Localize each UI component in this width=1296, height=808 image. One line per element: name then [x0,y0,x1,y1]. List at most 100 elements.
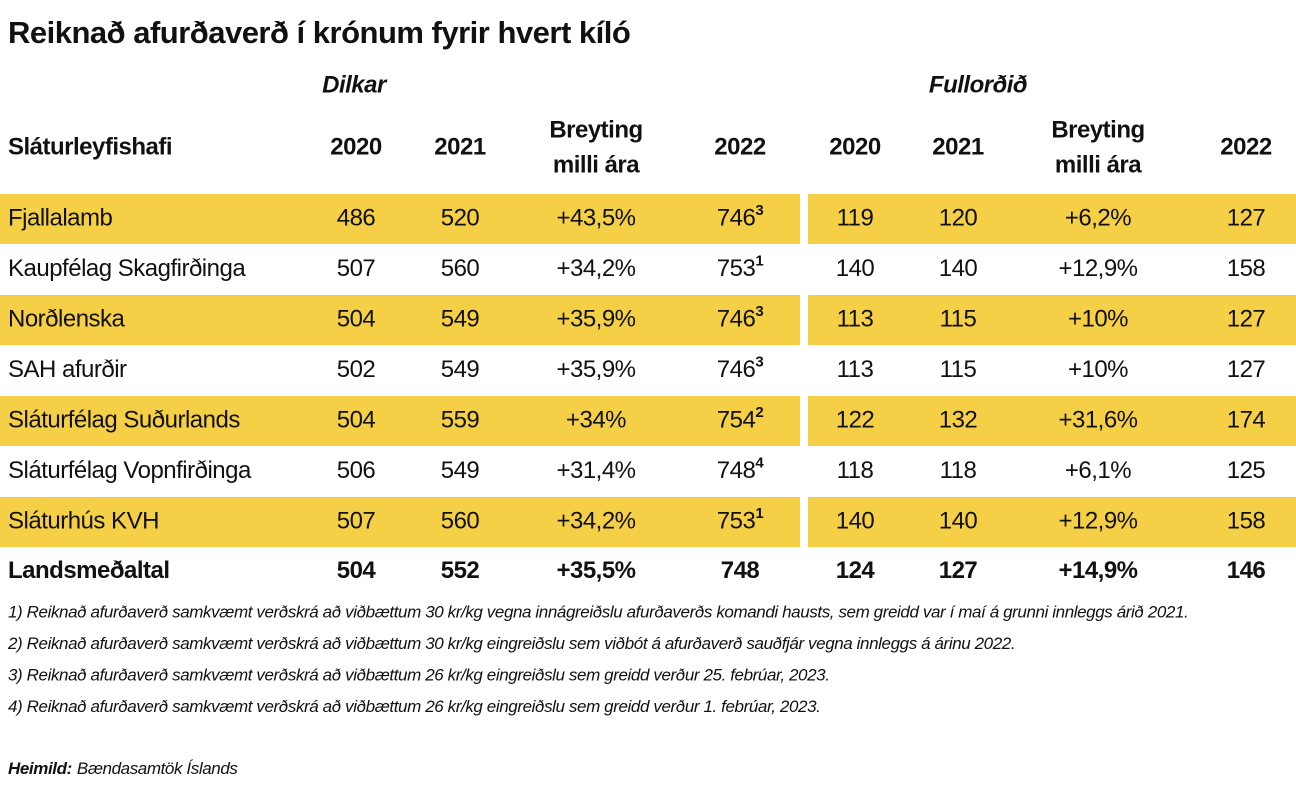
column-header: 2022 [714,133,766,160]
column-header: milli ára [553,151,640,178]
cell: +14,9% [1058,557,1137,584]
footnote: 4) Reiknað afurðaverð samkvæmt verðskrá … [8,697,820,716]
source-label: Heimild: [8,759,72,778]
column-header: 2020 [330,133,382,160]
cell: 174 [1227,406,1266,433]
cell: 118 [837,457,874,484]
cell: 158 [1227,507,1266,534]
cell: 552 [441,557,480,584]
cell: 127 [1227,305,1266,332]
row-name: Sláturhús KVH [8,507,159,534]
cell: 504 [337,406,376,433]
cell: 140 [836,255,875,282]
row-band [808,497,1296,547]
cell: 549 [441,457,480,484]
footnote: 3) Reiknað afurðaverð samkvæmt verðskrá … [8,665,830,684]
cell: 140 [836,507,875,534]
cell: 127 [1227,356,1266,383]
cell: +31,6% [1058,406,1137,433]
row-name: Sláturfélag Vopnfirðinga [8,457,252,484]
column-header: Sláturleyfishafi [8,133,172,160]
cell: +31,4% [556,457,635,484]
footnote-ref: 3 [755,303,763,320]
source: Heimild: Bændasamtök Íslands [8,759,238,778]
cell: 113 [837,305,874,332]
cell: 506 [337,457,376,484]
column-header: 2022 [1220,133,1272,160]
cell: 158 [1227,255,1266,282]
row-name: Sláturfélag Suðurlands [8,406,240,433]
cell: +10% [1068,305,1128,332]
footnote-ref: 3 [755,353,763,370]
row-name: Landsmeðaltal [8,557,170,584]
row-name: SAH afurðir [8,356,127,383]
row-band [0,497,800,547]
row-band [0,194,800,244]
cell: +12,9% [1058,255,1137,282]
cell: 502 [337,356,376,383]
cell: 115 [940,356,977,383]
cell: 7484 [717,454,765,483]
footnote: 1) Reiknað afurðaverð samkvæmt verðskrá … [8,602,1188,621]
row-name: Fjallalamb [8,204,113,231]
cell: +34,2% [556,507,635,534]
cell: 748 [721,557,760,584]
column-header: Breyting [549,116,642,143]
cell: 486 [337,204,376,231]
cell: 115 [940,305,977,332]
title: Reiknað afurðaverð í krónum fyrir hvert … [8,15,630,50]
cell: +6,2% [1065,204,1131,231]
cell: 549 [441,356,480,383]
row-name: Norðlenska [8,305,126,332]
row-band [0,295,800,345]
cell: +35,9% [556,305,635,332]
cell: 122 [836,406,875,433]
row-band [808,396,1296,446]
column-header: 2021 [932,133,984,160]
column-header: Breyting [1051,116,1144,143]
cell: 124 [836,557,876,584]
column-header: 2020 [829,133,881,160]
group-header: Fullorðið [929,71,1027,98]
cell: 127 [939,557,978,584]
column-header: 2021 [434,133,486,160]
cell: +43,5% [556,204,635,231]
cell: 7463 [717,353,764,382]
cell: 140 [939,255,978,282]
cell: +35,5% [556,557,635,584]
cell: +12,9% [1058,507,1137,534]
row-band [0,396,800,446]
cell: +6,1% [1065,457,1131,484]
row-band [808,295,1296,345]
cell: 559 [441,406,480,433]
footnote-ref: 2 [755,404,763,421]
cell: 146 [1227,557,1266,584]
cell: 507 [337,255,376,282]
cell: 549 [441,305,480,332]
cell: 504 [337,305,376,332]
footnote-ref: 1 [755,505,763,522]
row-name: Kaupfélag Skagfirðinga [8,255,246,282]
cell: 520 [441,204,480,231]
cell: +34,2% [556,255,635,282]
footnote-ref: 3 [755,202,763,219]
cell: +10% [1068,356,1128,383]
group-header: Dilkar [322,71,388,98]
row-band [808,194,1296,244]
cell: 140 [939,507,978,534]
column-header: milli ára [1055,151,1142,178]
cell: 7531 [717,252,764,281]
cell: 504 [337,557,377,584]
footnote-ref: 1 [755,252,763,269]
cell: +35,9% [556,356,635,383]
cell: 125 [1227,457,1266,484]
cell: 127 [1227,204,1266,231]
source-text: Bændasamtök Íslands [77,759,238,778]
footnote: 2) Reiknað afurðaverð samkvæmt verðskrá … [7,634,1015,653]
cell: 560 [441,255,480,282]
cell: 132 [939,406,978,433]
cell: 118 [940,457,977,484]
footnote-ref: 4 [755,454,764,471]
cell: 113 [837,356,874,383]
